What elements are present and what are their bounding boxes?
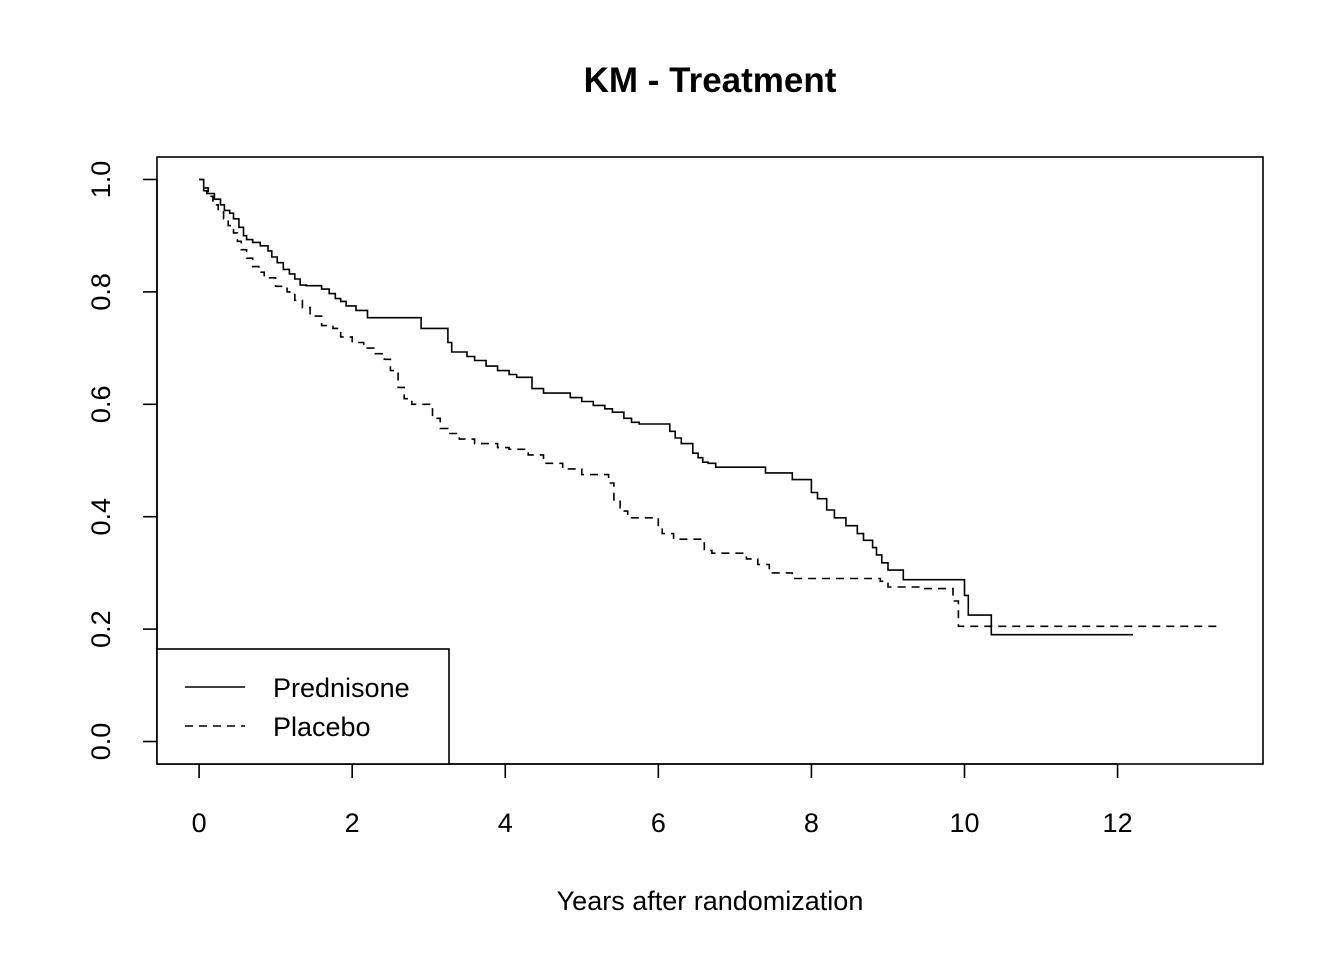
chart-title: KM - Treatment: [584, 61, 837, 100]
x-tick-label: 10: [949, 808, 979, 838]
y-tick-label: 0.6: [86, 386, 116, 424]
x-axis: 0 2 4 6 8 10 12: [192, 763, 1133, 838]
x-tick-label: 6: [651, 808, 666, 838]
x-axis-title: Years after randomization: [557, 886, 864, 916]
y-tick-label: 0.4: [86, 498, 116, 536]
x-tick-label: 0: [192, 808, 207, 838]
series-line-prednisone: [199, 178, 1133, 636]
y-tick-label: 1.0: [86, 161, 116, 199]
legend-box: [156, 648, 450, 765]
series-line-placebo: [199, 178, 1218, 628]
y-tick-label: 0.2: [86, 610, 116, 648]
series-layer: [199, 178, 1218, 636]
x-tick-label: 12: [1103, 808, 1133, 838]
legend-label-placebo: Placebo: [273, 712, 371, 742]
x-tick-label: 4: [498, 808, 513, 838]
legend-label-prednisone: Prednisone: [273, 673, 410, 703]
legend: Prednisone Placebo: [156, 648, 450, 765]
y-axis: 0.0 0.2 0.4 0.6 0.8 1.0: [86, 161, 158, 761]
x-tick-label: 2: [345, 808, 360, 838]
y-tick-label: 0.0: [86, 723, 116, 761]
y-tick-label: 0.8: [86, 273, 116, 311]
x-tick-label: 8: [804, 808, 819, 838]
